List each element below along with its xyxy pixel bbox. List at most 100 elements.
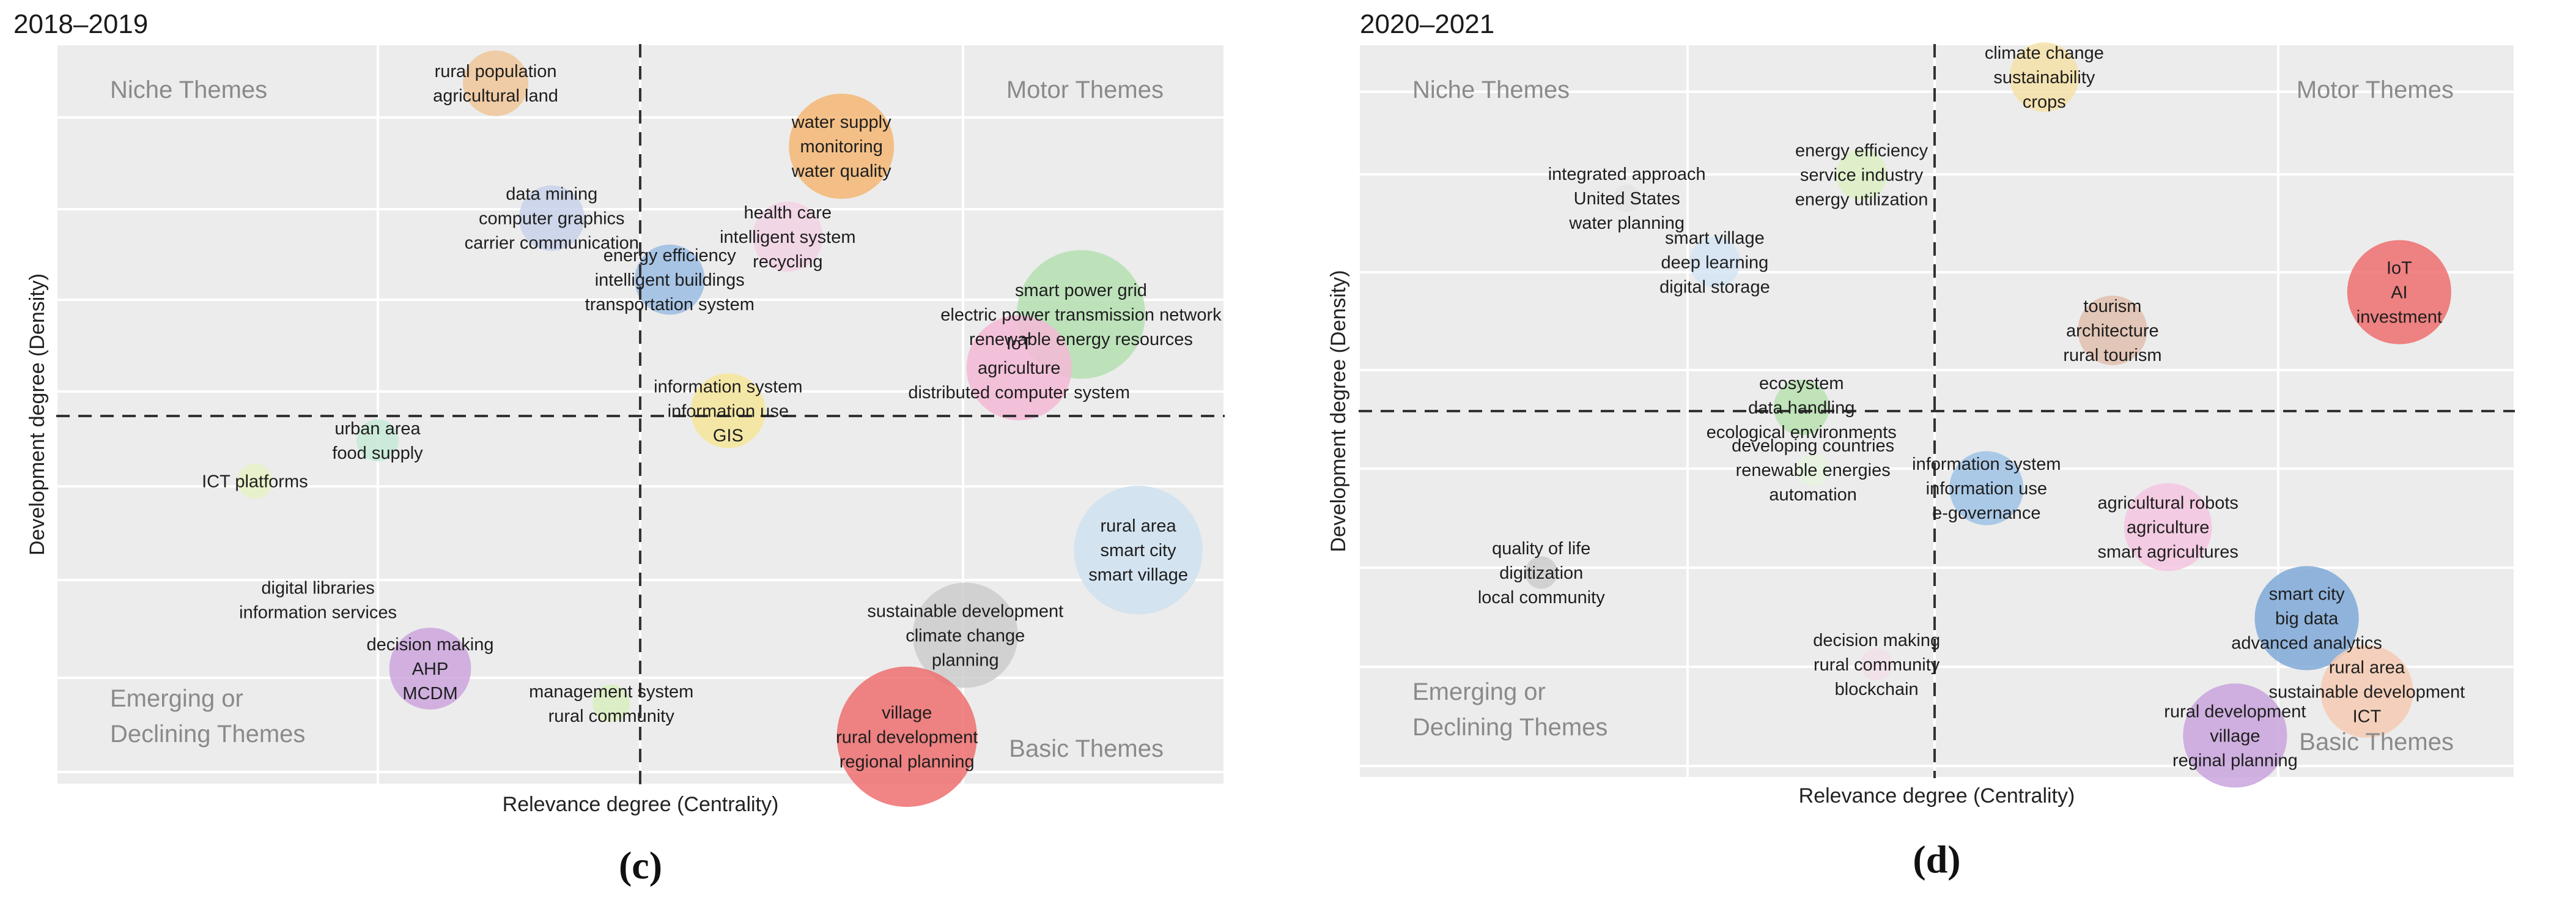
cluster-label: blockchain [1835,680,1919,699]
cluster-label: ICT platforms [202,472,308,491]
cluster-label: smart village [1088,565,1188,585]
cluster-label: developing countries [1732,436,1894,456]
cluster-label: rural tourism [2063,346,2161,365]
cluster-label: digital libraries [261,578,374,598]
cluster-label: regional planning [840,752,975,771]
cluster-bubble [1613,184,1641,212]
cluster-label: information use [668,401,789,421]
cluster-label: investment [2356,308,2442,327]
cluster-label: smart power grid [1015,281,1147,300]
cluster-bubble [1949,451,2024,525]
cluster-label: distributed computer system [908,383,1130,403]
cluster-label: energy efficiency [1795,141,1928,161]
cluster-label: smart city [1101,541,1177,560]
cluster-label: recycling [753,252,822,272]
cluster-label: rural community [1814,655,1940,675]
cluster-label: electric power transmission network [940,305,1222,325]
cluster-bubble [389,627,471,710]
cluster-label: rural development [2164,702,2306,721]
cluster-label: village [2210,726,2260,746]
cluster-bubble [2078,295,2147,365]
cluster-label: transportation system [585,295,755,314]
cluster-label: intelligent system [720,228,855,247]
cluster-label: information system [1912,455,2061,474]
cluster-label: quality of life [1492,539,1590,559]
cluster-label: intelligent buildings [595,270,745,290]
cluster-label: agricultural land [433,86,558,106]
cluster-label: smart village [1665,228,1765,248]
cluster-label: rural development [836,727,978,747]
cluster-label: service industry [1800,166,1924,185]
quadrant-motor-themes: Motor Themes [1006,76,1164,103]
bubbles [237,50,1203,807]
cluster-label: energy efficiency [603,246,737,265]
cluster-label: sustainability [1993,68,2095,87]
cluster-label: ecological environments [1707,423,1897,442]
cluster-label: reginal planning [2172,751,2298,770]
cluster-bubble [2320,645,2413,738]
cluster-label: architecture [2066,321,2159,341]
cluster-label: AHP [412,659,449,679]
cluster-label: rural community [548,707,675,726]
cluster-label: e-governance [1932,503,2040,523]
cluster-label: decision making [367,635,494,655]
cluster-bubble [1796,453,1829,486]
cluster-bubble [1773,379,1829,436]
cluster-label: big data [2275,609,2339,628]
cluster-label: digitization [1499,563,1583,583]
cluster-label: sustainable development [867,601,1063,621]
bubbles [1525,42,2451,788]
cluster-label: management system [529,682,693,702]
cluster-bubble [752,201,823,272]
cluster-labels: climate change sustainability crops integra… [1478,43,2465,770]
cluster-label: urban area [334,419,421,439]
cluster-label: agriculture [978,358,1060,378]
chart-title: 2018–2019 [13,9,148,39]
cluster-bubble [300,582,336,617]
y-axis-label: Development degree (Density) [1327,270,1350,552]
cluster-bubble [634,244,705,315]
cluster-label: automation [1769,485,1857,505]
x-axis-label: Relevance degree (Centrality) [1799,784,2075,808]
cluster-bubble [1860,648,1893,681]
cluster-label: deep learning [1661,253,1769,272]
cluster-bubble [592,685,630,722]
cluster-label: food supply [332,444,423,463]
cluster-label: village [882,703,932,722]
cluster-bubble [2183,683,2287,788]
cluster-label: water quality [791,162,891,181]
cluster-bubble [237,463,273,499]
cluster-bubble [690,373,766,448]
cluster-label: IoT [2386,259,2412,278]
x-axis-label: Relevance degree (Centrality) [503,793,779,816]
cluster-label: AI [2391,283,2407,303]
cluster-bubble [966,315,1072,421]
cluster-labels: rural population agricultural land water s… [202,62,1222,771]
cluster-label: decision making [1813,631,1940,650]
cluster-label: GIS [713,426,744,445]
cluster-bubble [2254,566,2359,670]
cluster-label: renewable energy resources [969,330,1193,349]
quadrant-basic-themes: Basic Themes [1009,735,1164,762]
cluster-bubble [519,185,585,251]
quadrant-motor-themes: Motor Themes [2297,76,2454,103]
quadrant-emerging-declining-themes: Emerging or Declining Themes [110,685,305,748]
cluster-label: agriculture [2127,518,2209,538]
cluster-bubble [1525,556,1558,589]
cluster-label: agricultural robots [2097,494,2238,513]
cluster-label: water supply [791,113,891,132]
cluster-label: carrier communication [465,234,639,253]
chart-title: 2020–2021 [1360,9,1494,39]
cluster-label: water planning [1568,214,1685,233]
cluster-label: local community [1478,588,1605,607]
cluster-label: ecosystem [1759,374,1844,393]
cluster-bubble [789,94,895,199]
panel-label: (d) [1913,837,1960,881]
cluster-label: smart agricultures [2097,543,2238,562]
cluster-label: climate change [906,626,1025,645]
cluster-label: ICT [2353,707,2382,726]
quadrant-emerging-declining-themes: Emerging or Declining Themes [1412,678,1607,741]
cluster-bubble [356,419,399,462]
cluster-bubble [2347,240,2451,344]
